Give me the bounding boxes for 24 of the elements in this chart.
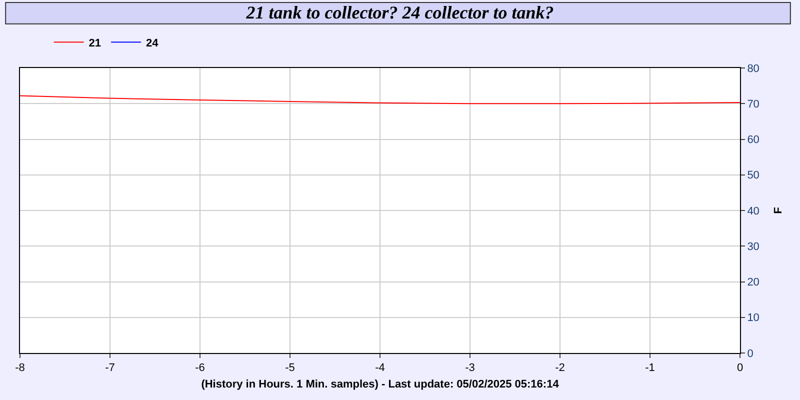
y-tick-label: 60 xyxy=(747,134,760,146)
y-tick-label: 50 xyxy=(747,170,760,182)
y-tick-label: 30 xyxy=(747,240,760,253)
y-tick-label: 70 xyxy=(747,98,760,110)
x-tick-label: 0 xyxy=(736,362,744,374)
x-tick-label: -2 xyxy=(555,362,565,374)
legend-label: 24 xyxy=(146,37,160,50)
y-tick-label: 10 xyxy=(747,312,760,324)
x-tick-label: -5 xyxy=(285,362,295,374)
x-tick-label: -7 xyxy=(105,362,115,374)
x-axis-title: (History in Hours. 1 Min. samples) - Last update: 05/02/2025 05:16:14 xyxy=(201,378,560,390)
y-tick-label: 40 xyxy=(747,205,760,218)
x-tick-label: -6 xyxy=(195,362,205,374)
y-tick-label: 80 xyxy=(747,62,760,75)
y-tick-label: 0 xyxy=(747,348,754,360)
y-axis-title: F xyxy=(772,206,785,214)
x-tick-label: -1 xyxy=(645,362,655,374)
x-tick-label: -4 xyxy=(375,362,385,374)
x-tick-label: -8 xyxy=(15,362,25,374)
y-tick-label: 20 xyxy=(747,276,760,289)
x-tick-label: -3 xyxy=(465,362,475,374)
line-series xyxy=(20,95,740,104)
legend-label: 21 xyxy=(88,37,102,50)
chart-title: 21 tank to collector? 24 collector to tank? xyxy=(245,2,554,23)
